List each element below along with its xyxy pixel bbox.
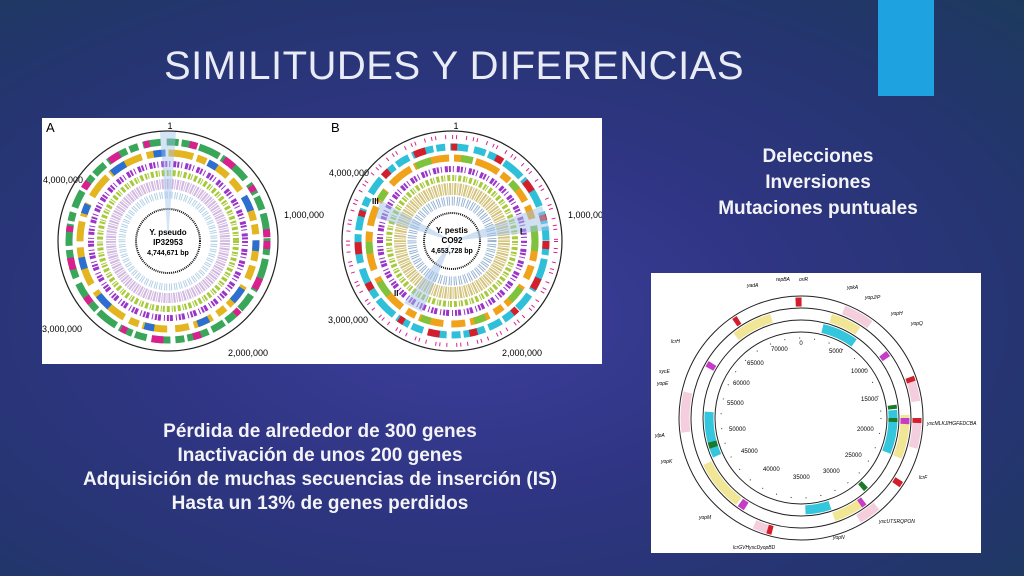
scale-label: 40000 (763, 467, 780, 473)
panel-a-label-4m: 4,000,000 (43, 175, 83, 185)
panel-b-region-iii: III (372, 197, 379, 206)
scale-label: 15000 (861, 397, 878, 403)
panel-a-label-3m: 3,000,000 (42, 324, 82, 334)
panel-a-strain: IP32953 (153, 238, 183, 247)
gene-label: lcrGVHyscDyopBD (733, 545, 776, 551)
gene-label: yopQ (910, 321, 923, 327)
scale-label: 20000 (857, 427, 874, 433)
panel-a-label-1m: 1,000,000 (284, 210, 324, 220)
panel-b-label: B (331, 120, 340, 135)
gene-label: yscMLKJIHGFEDCBA (926, 421, 977, 427)
plasmid-rings (678, 295, 924, 541)
scale-label: 0 (799, 341, 803, 347)
scale-label: 65000 (747, 361, 764, 367)
scale-label: 25000 (845, 453, 862, 459)
panel-a-organism: Y. pseudo (149, 228, 186, 237)
gene-label: sycE (659, 369, 671, 375)
genome-circle-b (341, 130, 563, 352)
bottom-list-item: Pérdida de alrededor de 300 genes (163, 421, 477, 442)
gene-label: repBA (776, 277, 791, 283)
gene-label: yopJ/P (864, 295, 881, 301)
bottom-list-item: Hasta un 13% de genes perdidos (171, 493, 469, 514)
right-list-item: Delecciones (762, 146, 874, 167)
gene-label: yopN (832, 535, 845, 541)
bottom-list-item: Adquisición de muchas secuencias de inse… (82, 469, 558, 490)
genome-comparison-svg: A 1 4,000,000 1,000,000 3,000,000 2,000,… (42, 120, 602, 358)
genome-circle-a (57, 130, 279, 352)
plasmid-map-svg: yadA repBA oriR ypkA yopJ/P yopH lcrH sy… (654, 277, 977, 551)
scale-label: 60000 (733, 381, 750, 387)
scale-label: 35000 (793, 475, 810, 481)
scale-label: 45000 (741, 449, 758, 455)
panel-b-label-1m: 1,000,000 (568, 210, 602, 220)
panel-b-region-ii: II (394, 289, 398, 298)
panel-a-top-label: 1 (167, 121, 172, 131)
panel-b-label-4m: 4,000,000 (329, 168, 369, 178)
panel-b-top-label: 1 (453, 121, 458, 131)
panel-a-label-2m: 2,000,000 (228, 348, 268, 358)
panel-b-organism: Y. pestis (436, 226, 469, 235)
scale-label: 5000 (829, 349, 843, 355)
panel-b-label-3m: 3,000,000 (328, 315, 368, 325)
gene-label: oriR (799, 277, 809, 283)
bottom-list-item: Inactivación de unos 200 genes (177, 445, 463, 466)
right-bullet-list: Delecciones Inversiones Mutaciones puntu… (688, 144, 948, 222)
scale-label: 30000 (823, 469, 840, 475)
plasmid-map-figure: yadA repBA oriR ypkA yopJ/P yopH lcrH sy… (651, 273, 981, 553)
scale-label: 55000 (727, 401, 744, 407)
accent-bar (878, 0, 934, 96)
gene-label: lcrF (919, 475, 928, 481)
gene-label: yopH (890, 311, 903, 317)
gene-label: yopM (698, 515, 712, 521)
bottom-bullet-list: Pérdida de alrededor de 300 genes Inacti… (40, 420, 600, 516)
slide-title: SIMILITUDES Y DIFERENCIAS (164, 44, 745, 88)
scale-label: 70000 (771, 347, 788, 353)
scale-label: 50000 (729, 427, 746, 433)
right-list-item: Mutaciones puntuales (718, 198, 918, 219)
gene-label: yopK (660, 459, 673, 465)
genome-comparison-figure: A 1 4,000,000 1,000,000 3,000,000 2,000,… (42, 118, 602, 364)
scale-label: 10000 (851, 369, 868, 375)
panel-b-region-i: I (520, 227, 522, 236)
gene-label: yadA (746, 283, 759, 289)
gene-label: ylpA (654, 433, 665, 439)
gene-label: ypkA (846, 285, 859, 291)
gene-label: lcrH (671, 339, 680, 345)
gene-label: yscUTSRQPON (878, 519, 915, 525)
panel-b-size: 4,653,728 bp (431, 248, 473, 255)
panel-b-strain: CO92 (442, 236, 463, 245)
panel-b-label-2m: 2,000,000 (502, 348, 542, 358)
panel-a-size: 4,744,671 bp (147, 250, 189, 257)
gene-label: yopE (656, 381, 669, 387)
right-list-item: Inversiones (765, 172, 871, 193)
panel-a-label: A (46, 120, 55, 135)
